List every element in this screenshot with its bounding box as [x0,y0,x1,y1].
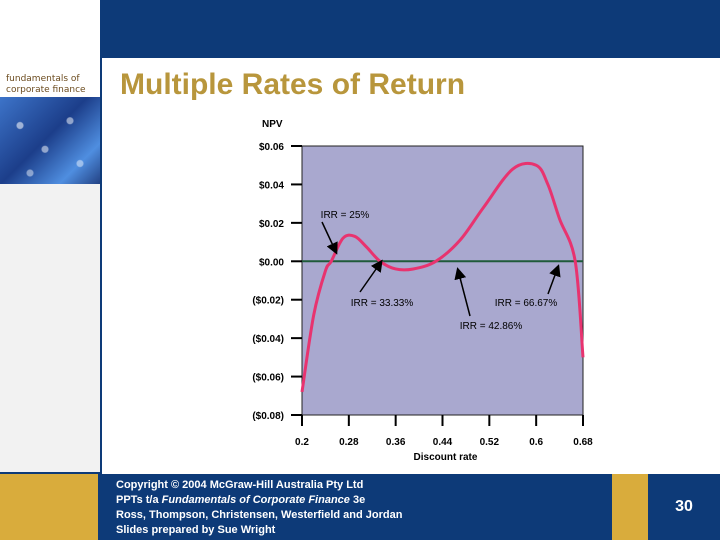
npv-chart: $0.06 $0.04 $0.02 $0.00 ($0.02) ($0.04) ($0.06… [252,119,593,463]
footer-credits: Copyright © 2004 McGraw-Hill Australia P… [116,478,402,538]
footer-prepared-by: Slides prepared by Sue Wright [116,524,276,536]
slide-title: Multiple Rates of Return [120,68,466,101]
plot-area [301,145,584,416]
footer-book-name: Fundamentals of Corporate Finance [161,494,350,506]
y-tick-label: ($0.06) [252,373,284,384]
irr-arrow [454,267,471,317]
irr-annotation: IRR = 33.33% [351,298,414,309]
y-tick-label: $0.04 [259,180,284,191]
book-title-line1: fundamentals of [6,74,80,84]
footer-bar [0,474,720,540]
x-tick-label: 0.28 [339,437,359,448]
irr-arrow [359,259,383,293]
y-tick-label: $0.06 [259,142,284,153]
x-tick-label: 0.36 [386,437,406,448]
irr-annotation: IRR = 66.67% [495,298,558,309]
book-title: fundamentals of corporate finance [6,74,86,96]
footer-edition: 3e [349,494,366,506]
sidebar-lower-panel [0,184,100,472]
x-tick-label: 0.44 [433,437,453,448]
irr-arrow [321,221,338,255]
footer-ppts-label: PPTs t/a [116,494,162,506]
x-tick-label: 0.6 [529,437,543,448]
footer-line-2: PPTs t/a Fundamentals of Corporate Finan… [116,493,402,508]
x-tick-label: 0.68 [573,437,593,448]
irr-annotation: IRR = 42.86% [460,321,523,332]
x-axis-label: Discount rate [414,452,478,463]
y-tick-label: $0.02 [259,219,284,230]
x-tick-label: 0.2 [295,437,309,448]
x-tick-label: 0.52 [480,437,500,448]
copyright-icon: © [171,479,180,491]
y-tick-label: $0.00 [259,257,284,268]
book-title-line2: corporate finance [6,85,86,95]
footer-copyright-label: Copyright [116,479,171,491]
footer-copyright-holder: 2004 McGraw-Hill Australia Pty Ltd [179,479,364,491]
npv-curve [300,161,585,393]
book-cover-art [0,97,100,192]
footer-accent-left [0,474,98,540]
footer-line-1: Copyright © 2004 McGraw-Hill Australia P… [116,478,402,493]
irr-annotation: IRR = 25% [321,210,370,221]
footer-authors: Ross, Thompson, Christensen, Westerfield… [116,509,403,521]
y-axis-label: NPV [262,119,283,130]
book-cover: fundamentals of corporate finance 3e [0,62,100,237]
page-number: 30 [675,498,693,515]
y-tick-label: ($0.04) [252,334,284,345]
irr-arrow [547,264,561,295]
header-band [0,0,720,58]
y-tick-label: ($0.02) [252,296,284,307]
footer-accent-right [612,474,648,540]
y-tick-label: ($0.08) [252,411,284,422]
